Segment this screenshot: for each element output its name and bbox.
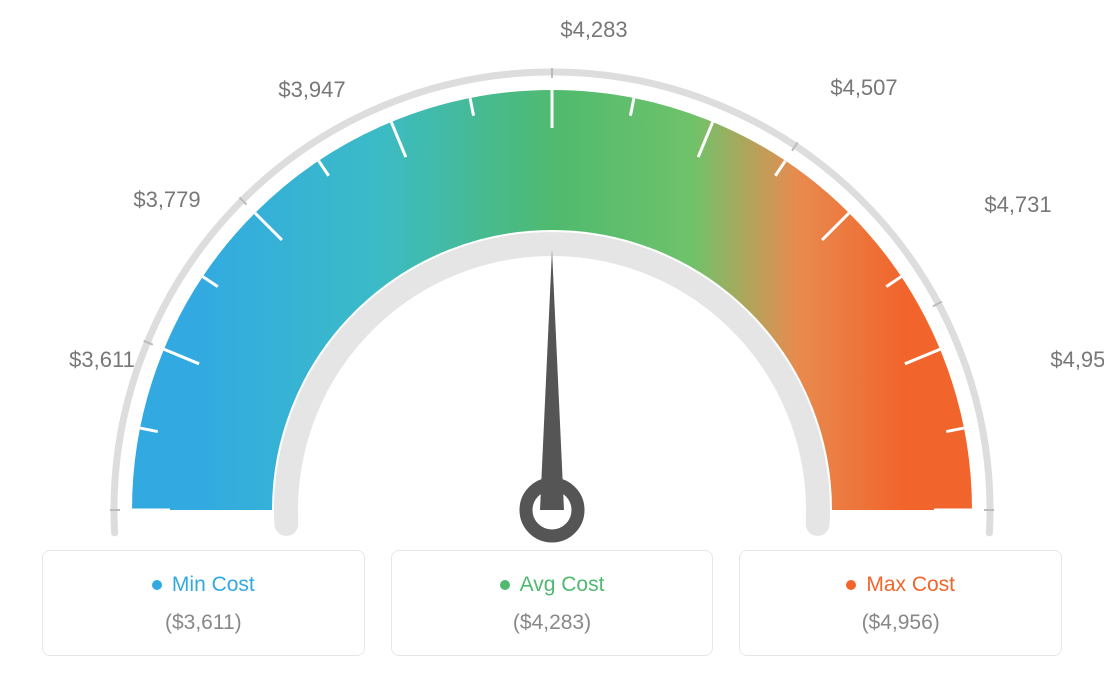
- gauge-tick-label: $4,731: [984, 192, 1051, 218]
- max-card-header: Max Cost: [846, 573, 955, 597]
- max-card-label: Max Cost: [866, 573, 955, 597]
- gauge-chart: $3,611$3,779$3,947$4,283$4,507$4,731$4,9…: [42, 10, 1062, 550]
- gauge-tick-label: $3,779: [133, 187, 200, 213]
- avg-card-header: Avg Cost: [500, 573, 605, 597]
- min-card-value: ($3,611): [165, 611, 242, 635]
- max-cost-card: Max Cost ($4,956): [739, 550, 1062, 656]
- avg-dot-icon: [500, 580, 510, 590]
- gauge-tick-label: $3,947: [278, 77, 345, 103]
- summary-cards: Min Cost ($3,611) Avg Cost ($4,283) Max …: [42, 550, 1062, 656]
- max-dot-icon: [846, 580, 856, 590]
- max-card-value: ($4,956): [862, 611, 940, 635]
- gauge-tick-label: $4,507: [830, 75, 897, 101]
- min-card-header: Min Cost: [152, 573, 255, 597]
- avg-cost-card: Avg Cost ($4,283): [391, 550, 714, 656]
- min-dot-icon: [152, 580, 162, 590]
- avg-card-label: Avg Cost: [520, 573, 605, 597]
- gauge-svg: [42, 10, 1062, 550]
- min-card-label: Min Cost: [172, 573, 255, 597]
- gauge-tick-label: $4,956: [1050, 347, 1104, 373]
- min-cost-card: Min Cost ($3,611): [42, 550, 365, 656]
- avg-card-value: ($4,283): [513, 611, 591, 635]
- gauge-tick-label: $3,611: [69, 347, 135, 373]
- gauge-tick-label: $4,283: [560, 17, 627, 43]
